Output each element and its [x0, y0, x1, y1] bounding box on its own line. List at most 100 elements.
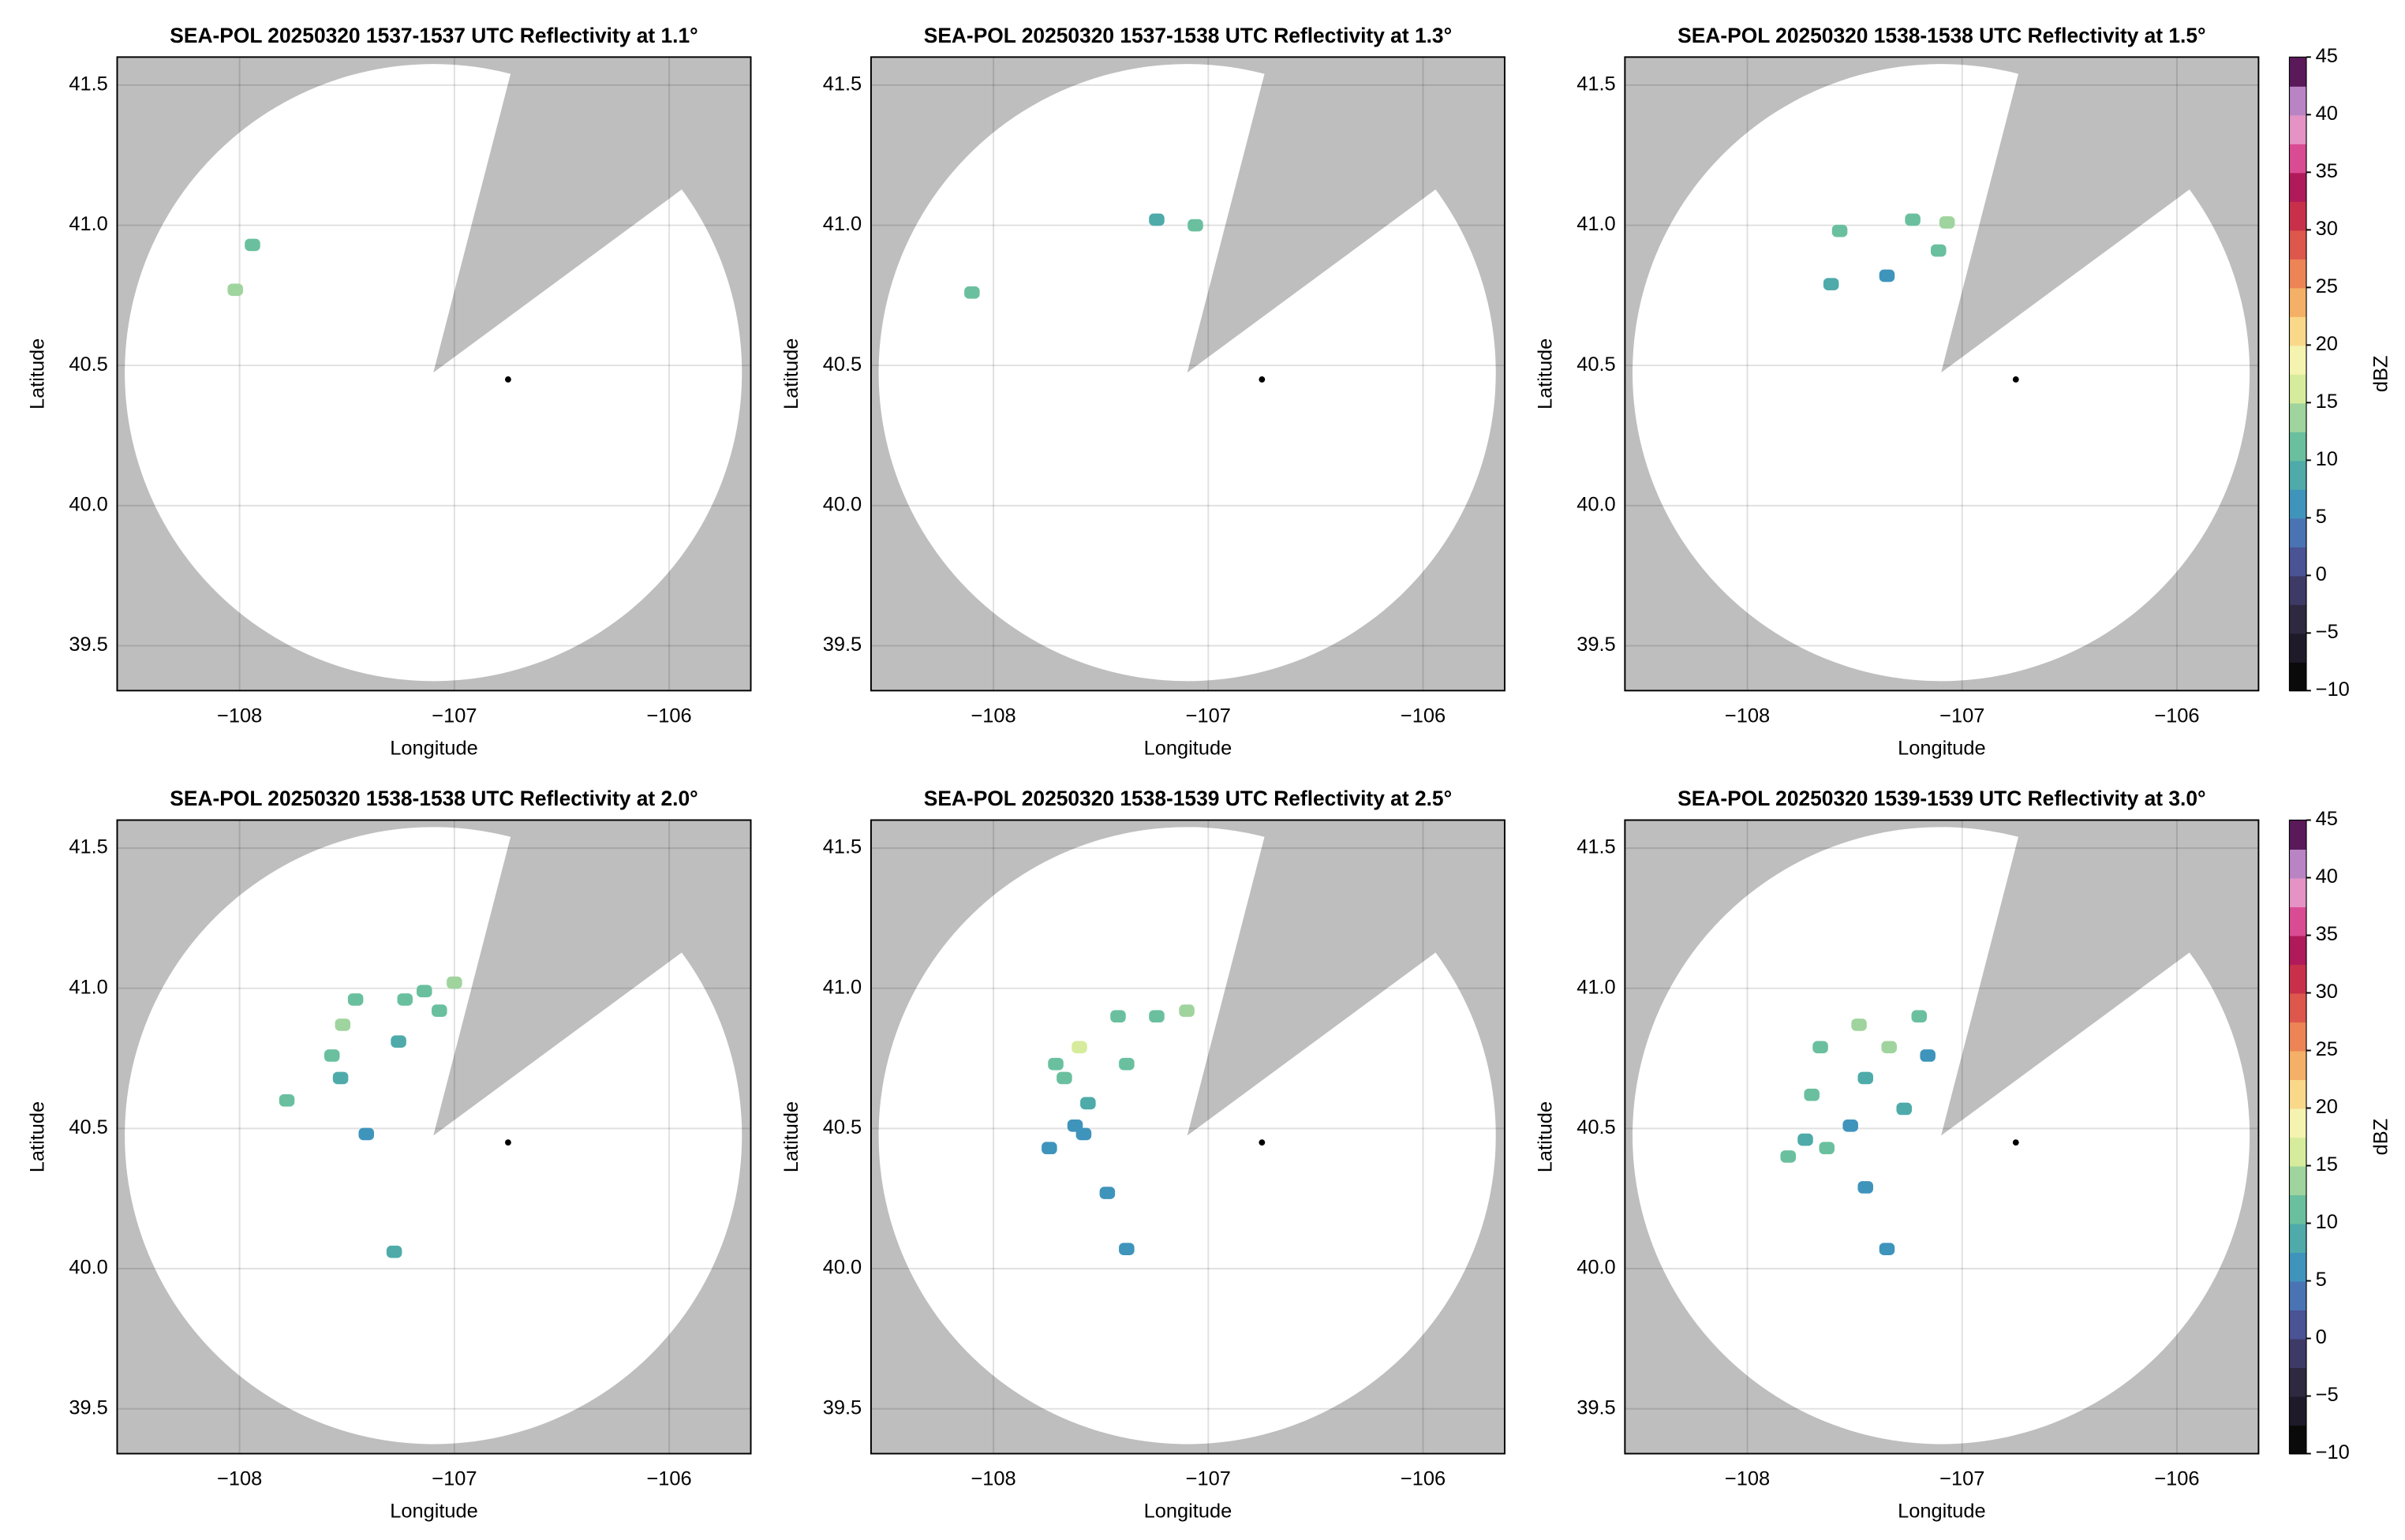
echo — [1110, 1010, 1126, 1023]
colorbar-band — [2289, 820, 2306, 850]
echo — [358, 1127, 375, 1141]
echo — [1881, 1041, 1897, 1054]
colorbar-band — [2289, 114, 2306, 144]
echo — [1857, 1181, 1874, 1194]
echo — [1920, 1049, 1936, 1062]
colorbar-band — [2289, 1022, 2306, 1052]
radar-coverage — [878, 827, 1496, 1445]
x-tick-label: −108 — [217, 705, 262, 727]
y-tick-label: 39.5 — [1577, 1396, 1615, 1419]
x-axis-label: Longitude — [1898, 737, 1986, 759]
colorbar-tick-label: 30 — [2316, 981, 2338, 1003]
radar-coverage — [125, 827, 742, 1445]
colorbar-band — [2289, 518, 2306, 548]
colorbar-tick-label: −10 — [2316, 678, 2350, 701]
y-tick-label: 39.5 — [823, 634, 862, 656]
echo — [1099, 1187, 1116, 1199]
echo — [335, 1019, 351, 1031]
colorbar-band — [2289, 1396, 2306, 1426]
colorbar-tick-label: 40 — [2316, 103, 2338, 125]
radar-marker — [2012, 1139, 2019, 1146]
echo — [1896, 1102, 1913, 1116]
y-tick-label: 41.0 — [69, 213, 107, 235]
y-tick-label: 41.5 — [823, 73, 862, 95]
echo — [386, 1245, 402, 1258]
colorbar-tick-label: 5 — [2316, 506, 2327, 528]
colorbar-band — [2289, 460, 2306, 490]
colorbar-band — [2289, 488, 2306, 519]
colorbar-tick-label: 15 — [2316, 391, 2338, 413]
colorbar-label: dBZ — [2369, 356, 2392, 393]
echo — [1851, 1019, 1867, 1031]
colorbar-band — [2289, 546, 2306, 577]
chart-title: SEA-POL 20250320 1537-1537 UTC Reflectiv… — [170, 24, 698, 47]
y-tick-label: 41.5 — [1577, 836, 1615, 858]
echo — [1831, 224, 1848, 237]
radar-marker — [1259, 1139, 1266, 1146]
y-tick-label: 40.5 — [823, 1116, 862, 1138]
echo — [332, 1071, 349, 1085]
y-tick-label: 41.0 — [823, 213, 862, 235]
y-tick-label: 41.5 — [69, 836, 107, 858]
x-tick-label: −106 — [1401, 1467, 1446, 1490]
echo — [1804, 1088, 1820, 1101]
echo — [1797, 1133, 1813, 1146]
radar-coverage — [878, 64, 1496, 682]
chart-title: SEA-POL 20250320 1538-1538 UTC Reflectiv… — [1678, 24, 2205, 47]
plot-frame — [870, 56, 1505, 692]
y-tick-label: 41.0 — [1577, 976, 1615, 998]
colorbar-band — [2289, 287, 2306, 317]
x-axis-label: Longitude — [390, 1500, 478, 1522]
y-tick-label: 40.0 — [69, 1257, 107, 1279]
y-tick-label: 40.0 — [823, 494, 862, 516]
colorbar-band — [2289, 172, 2306, 202]
y-axis-label: Latitude — [27, 1101, 49, 1172]
colorbar-tick-label: 5 — [2316, 1269, 2327, 1291]
y-tick-label: 40.5 — [1577, 1116, 1615, 1138]
echo — [1080, 1097, 1096, 1110]
y-tick-label: 41.0 — [823, 976, 862, 998]
x-axis-label: Longitude — [390, 737, 478, 759]
y-tick-label: 40.0 — [823, 1257, 862, 1279]
radar-marker — [505, 1139, 511, 1146]
echo — [447, 976, 462, 989]
colorbar-band — [2289, 1108, 2306, 1138]
echo — [416, 985, 432, 998]
echo — [432, 1004, 447, 1017]
colorbar-band — [2289, 992, 2306, 1022]
y-tick-label: 41.0 — [69, 976, 107, 998]
plot-area — [870, 820, 1505, 1454]
echo — [279, 1094, 295, 1107]
colorbar-tick-label: 30 — [2316, 218, 2338, 240]
y-tick-label: 40.0 — [69, 494, 107, 516]
colorbar-band — [2289, 1165, 2306, 1195]
colorbar-band — [2289, 1079, 2306, 1109]
colorbar-band — [2289, 661, 2306, 692]
echo — [1119, 1243, 1135, 1255]
x-tick-label: −108 — [217, 1467, 262, 1490]
echo — [1179, 1004, 1195, 1017]
echo — [1842, 1119, 1858, 1132]
y-tick-label: 40.0 — [1577, 1257, 1615, 1279]
plot-frame — [116, 56, 752, 692]
echo — [1188, 219, 1203, 232]
colorbar-band — [2289, 230, 2306, 260]
y-tick-label: 41.5 — [1577, 73, 1615, 95]
colorbar-tick-label: 10 — [2316, 448, 2338, 470]
radar-coverage — [1632, 64, 2250, 682]
colorbar-band — [2289, 1425, 2306, 1455]
colorbar-band — [2289, 1223, 2306, 1253]
colorbar-tick-label: 25 — [2316, 1038, 2338, 1060]
colorbar-band — [2289, 431, 2306, 462]
colorbar-band — [2289, 877, 2306, 907]
echo — [1119, 1057, 1135, 1071]
x-axis-label: Longitude — [1898, 1500, 1986, 1522]
y-tick-label: 40.5 — [69, 353, 107, 376]
x-tick-label: −107 — [432, 705, 477, 727]
plot-area — [1625, 820, 2259, 1454]
y-tick-label: 39.5 — [1577, 634, 1615, 656]
colorbar-tick-label: 35 — [2316, 160, 2338, 182]
echo — [391, 1035, 406, 1048]
colorbar-band — [2289, 200, 2306, 231]
plot-area — [1625, 57, 2259, 691]
